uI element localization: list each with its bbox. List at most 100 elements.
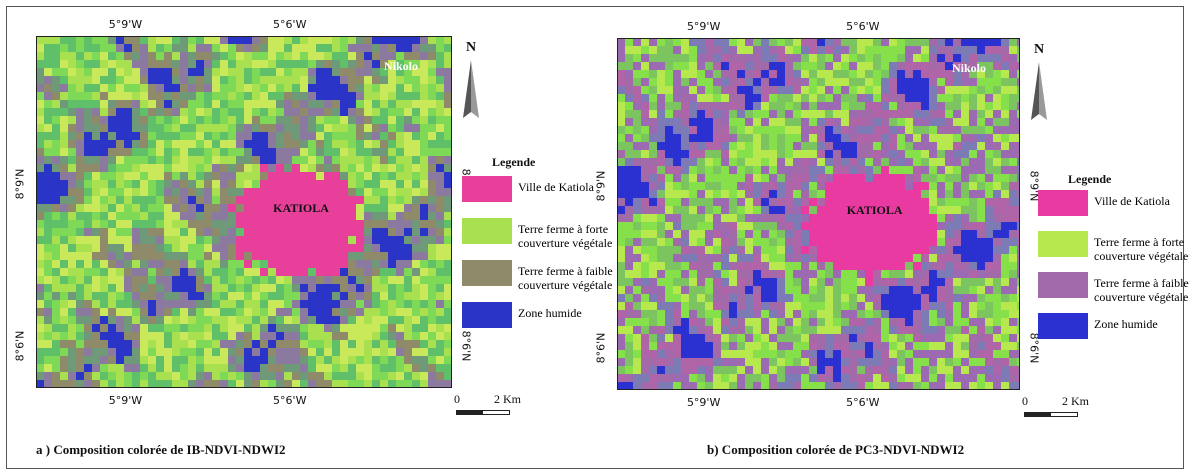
pixel-block <box>905 126 913 134</box>
pixel-block <box>713 46 721 54</box>
pixel-block <box>689 94 697 102</box>
pixel-block <box>705 174 713 182</box>
pixel-block <box>777 70 785 78</box>
pixel-block <box>865 342 873 350</box>
pixel-block <box>332 220 340 228</box>
pixel-block <box>116 76 124 84</box>
pixel-block <box>108 68 116 76</box>
pixel-block <box>236 52 244 60</box>
pixel-block <box>244 356 252 364</box>
pixel-block <box>60 236 68 244</box>
pixel-block <box>857 86 865 94</box>
pixel-block <box>428 364 436 372</box>
pixel-block <box>436 124 444 132</box>
pixel-block <box>340 100 348 108</box>
pixel-block <box>252 172 260 180</box>
pixel-block <box>180 92 188 100</box>
pixel-block <box>52 68 60 76</box>
pixel-block <box>697 342 705 350</box>
pixel-block <box>857 254 865 262</box>
pixel-block <box>284 268 292 276</box>
pixel-block <box>705 214 713 222</box>
pixel-block <box>777 254 785 262</box>
pixel-block <box>697 110 705 118</box>
pixel-block <box>140 348 148 356</box>
pixel-block <box>865 302 873 310</box>
pixel-block <box>420 268 428 276</box>
pixel-block <box>809 366 817 374</box>
pixel-block <box>268 260 276 268</box>
pixel-block <box>705 94 713 102</box>
pixel-block <box>905 238 913 246</box>
pixel-block <box>244 164 252 172</box>
legend-swatch <box>1038 272 1088 298</box>
pixel-block <box>761 46 769 54</box>
pixel-block <box>761 118 769 126</box>
pixel-block <box>905 78 913 86</box>
pixel-block <box>260 92 268 100</box>
pixel-block <box>801 310 809 318</box>
pixel-block <box>68 84 76 92</box>
pixel-block <box>945 318 953 326</box>
pixel-block <box>108 100 116 108</box>
pixel-block <box>1001 62 1009 70</box>
pixel-block <box>164 196 172 204</box>
pixel-block <box>372 292 380 300</box>
pixel-block <box>292 252 300 260</box>
pixel-block <box>292 132 300 140</box>
pixel-block <box>785 366 793 374</box>
pixel-block <box>937 254 945 262</box>
pixel-block <box>625 334 633 342</box>
pixel-block <box>641 70 649 78</box>
pixel-block <box>364 196 372 204</box>
pixel-block <box>132 156 140 164</box>
pixel-block <box>793 254 801 262</box>
pixel-block <box>156 364 164 372</box>
pixel-block <box>276 300 284 308</box>
pixel-block <box>729 222 737 230</box>
pixel-block <box>649 302 657 310</box>
pixel-block <box>380 316 388 324</box>
pixel-block <box>897 342 905 350</box>
pixel-block <box>412 228 420 236</box>
pixel-block <box>228 348 236 356</box>
pixel-block <box>148 116 156 124</box>
pixel-block <box>388 44 396 52</box>
pixel-block <box>617 358 625 366</box>
pixel-block <box>969 190 977 198</box>
pixel-block <box>172 76 180 84</box>
left-coordinate: 8°6'N <box>595 332 608 363</box>
pixel-block <box>937 182 945 190</box>
pixel-block <box>657 246 665 254</box>
pixel-block <box>132 276 140 284</box>
pixel-block <box>769 358 777 366</box>
pixel-block <box>785 166 793 174</box>
pixel-block <box>745 70 753 78</box>
pixel-block <box>705 254 713 262</box>
pixel-block <box>665 150 673 158</box>
pixel-block <box>252 380 260 388</box>
pixel-block <box>681 86 689 94</box>
pixel-block <box>817 318 825 326</box>
pixel-block <box>657 142 665 150</box>
pixel-block <box>833 118 841 126</box>
pixel-block <box>801 334 809 342</box>
pixel-block <box>705 134 713 142</box>
pixel-block <box>164 172 172 180</box>
pixel-block <box>705 158 713 166</box>
pixel-block <box>889 134 897 142</box>
pixel-block <box>785 174 793 182</box>
pixel-block <box>785 198 793 206</box>
pixel-block <box>108 36 116 44</box>
pixel-block <box>809 166 817 174</box>
pixel-block <box>801 118 809 126</box>
pixel-block <box>993 38 1001 46</box>
pixel-block <box>985 198 993 206</box>
pixel-block <box>729 334 737 342</box>
pixel-block <box>220 252 228 260</box>
pixel-block <box>673 166 681 174</box>
pixel-block <box>156 84 164 92</box>
pixel-block <box>649 382 657 390</box>
pixel-block <box>753 286 761 294</box>
pixel-block <box>372 380 380 388</box>
